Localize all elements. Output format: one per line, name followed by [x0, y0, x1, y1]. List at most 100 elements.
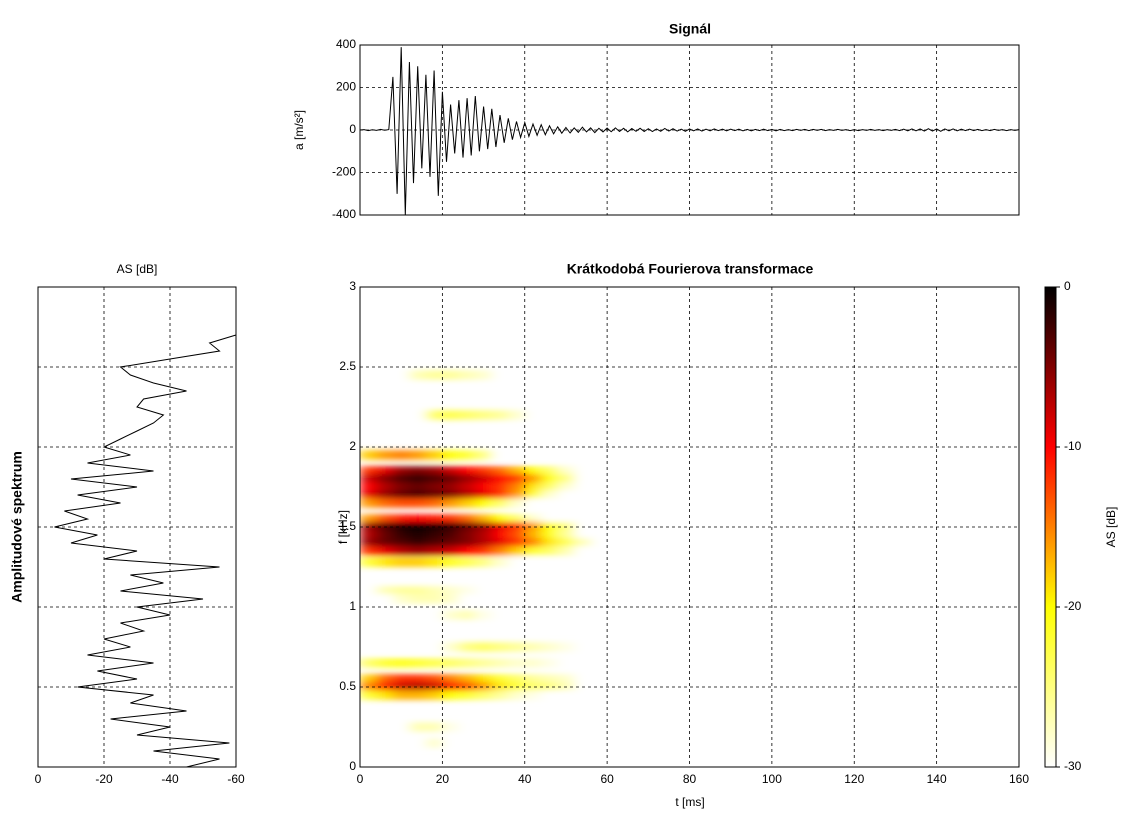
heatmap-cell [541, 538, 559, 548]
heatmap-cell [574, 738, 592, 748]
heatmap-cell [475, 370, 493, 380]
heatmap-cell [425, 610, 443, 620]
heatmap-cell [442, 466, 460, 476]
heatmap-cell [425, 594, 443, 604]
heatmap-cell [409, 498, 427, 508]
heatmap-cell [590, 594, 608, 604]
heatmap-cell [458, 674, 476, 684]
heatmap-cell [524, 466, 542, 476]
x-tick-label: 120 [844, 772, 864, 786]
heatmap-cell [524, 538, 542, 548]
colorbar-tick-label: -30 [1064, 759, 1082, 773]
heatmap-cell [392, 530, 410, 540]
heatmap-cell [475, 482, 493, 492]
heatmap-cell [508, 490, 526, 500]
heatmap-cell [409, 658, 427, 668]
heatmap-cell [508, 370, 526, 380]
x-tick-label: 60 [600, 772, 614, 786]
heatmap-cell [541, 450, 559, 460]
heatmap-cell [491, 586, 509, 596]
stft-title: Krátkodobá Fourierova transformace [567, 261, 814, 277]
heatmap-cell [491, 530, 509, 540]
heatmap-cell [458, 522, 476, 532]
heatmap-cell [541, 482, 559, 492]
heatmap-cell [360, 722, 377, 732]
heatmap-cell [425, 482, 443, 492]
y-tick-label: 400 [336, 37, 356, 51]
heatmap-cell [409, 490, 427, 500]
heatmap-cell [360, 674, 377, 684]
heatmap-cell [524, 530, 542, 540]
heatmap-cell [508, 410, 526, 420]
heatmap-cell [590, 514, 608, 524]
heatmap-cell [392, 538, 410, 548]
heatmap-cell [590, 674, 608, 684]
heatmap-cell [442, 586, 460, 596]
axes-frame [359, 286, 1020, 768]
heatmap-cell [442, 514, 460, 524]
heatmap-cell [475, 738, 493, 748]
heatmap-cell [574, 586, 592, 596]
heatmap-cell [376, 546, 394, 556]
heatmap-cell [574, 557, 592, 567]
heatmap-cell [541, 642, 559, 652]
heatmap-cell [574, 594, 592, 604]
heatmap-cell [590, 482, 608, 492]
heatmap-cell [508, 474, 526, 484]
heatmap-cell [590, 690, 608, 700]
heatmap-cell [360, 450, 377, 460]
heatmap-cell [557, 538, 575, 548]
heatmap-cell [376, 482, 394, 492]
heatmap-cell [524, 610, 542, 620]
heatmap-cell [508, 594, 526, 604]
colorbar-tick-label: -20 [1064, 599, 1082, 613]
x-tick-label: 0 [357, 772, 364, 786]
heatmap-cell [524, 658, 542, 668]
heatmap-cell [442, 738, 460, 748]
heatmap-cell [376, 474, 394, 484]
heatmap-cell [491, 658, 509, 668]
heatmap-cell [541, 410, 559, 420]
heatmap-cell [508, 450, 526, 460]
heatmap-cell [425, 738, 443, 748]
heatmap-cell [541, 522, 559, 532]
heatmap-cell [392, 594, 410, 604]
heatmap-cell [574, 474, 592, 484]
x-tick-label: -40 [161, 772, 179, 786]
heatmap-cell [442, 674, 460, 684]
heatmap-cell [392, 722, 410, 732]
heatmap-cell [475, 466, 493, 476]
y-tick-label: -200 [332, 165, 356, 179]
heatmap-cell [376, 722, 394, 732]
heatmap-cell [360, 546, 377, 556]
x-tick-label: 160 [1009, 772, 1029, 786]
heatmap-cell [574, 498, 592, 508]
heatmap-cell [360, 658, 377, 668]
heatmap-cell [442, 658, 460, 668]
heatmap-cell [442, 450, 460, 460]
heatmap-cell [442, 642, 460, 652]
heatmap-cell [425, 658, 443, 668]
heatmap-cell [458, 410, 476, 420]
heatmap-cell [458, 690, 476, 700]
x-tick-label: 100 [762, 772, 782, 786]
heatmap-cell [491, 466, 509, 476]
heatmap-cell [425, 557, 443, 567]
heatmap-cell [392, 410, 410, 420]
heatmap-cell [392, 674, 410, 684]
heatmap-cell [442, 594, 460, 604]
heatmap-cell [360, 557, 377, 567]
heatmap-cell [475, 546, 493, 556]
heatmap-clip [360, 370, 608, 748]
heatmap-cell [376, 370, 394, 380]
heatmap-cell [376, 610, 394, 620]
heatmap-cell [574, 514, 592, 524]
heatmap-cell [475, 658, 493, 668]
heatmap-cell [458, 594, 476, 604]
heatmap-cell [574, 658, 592, 668]
colorbar-label: AS [dB] [1104, 507, 1118, 548]
heatmap-cell [541, 658, 559, 668]
data-line [54, 334, 237, 768]
heatmap-cell [458, 466, 476, 476]
heatmap-cell [557, 674, 575, 684]
